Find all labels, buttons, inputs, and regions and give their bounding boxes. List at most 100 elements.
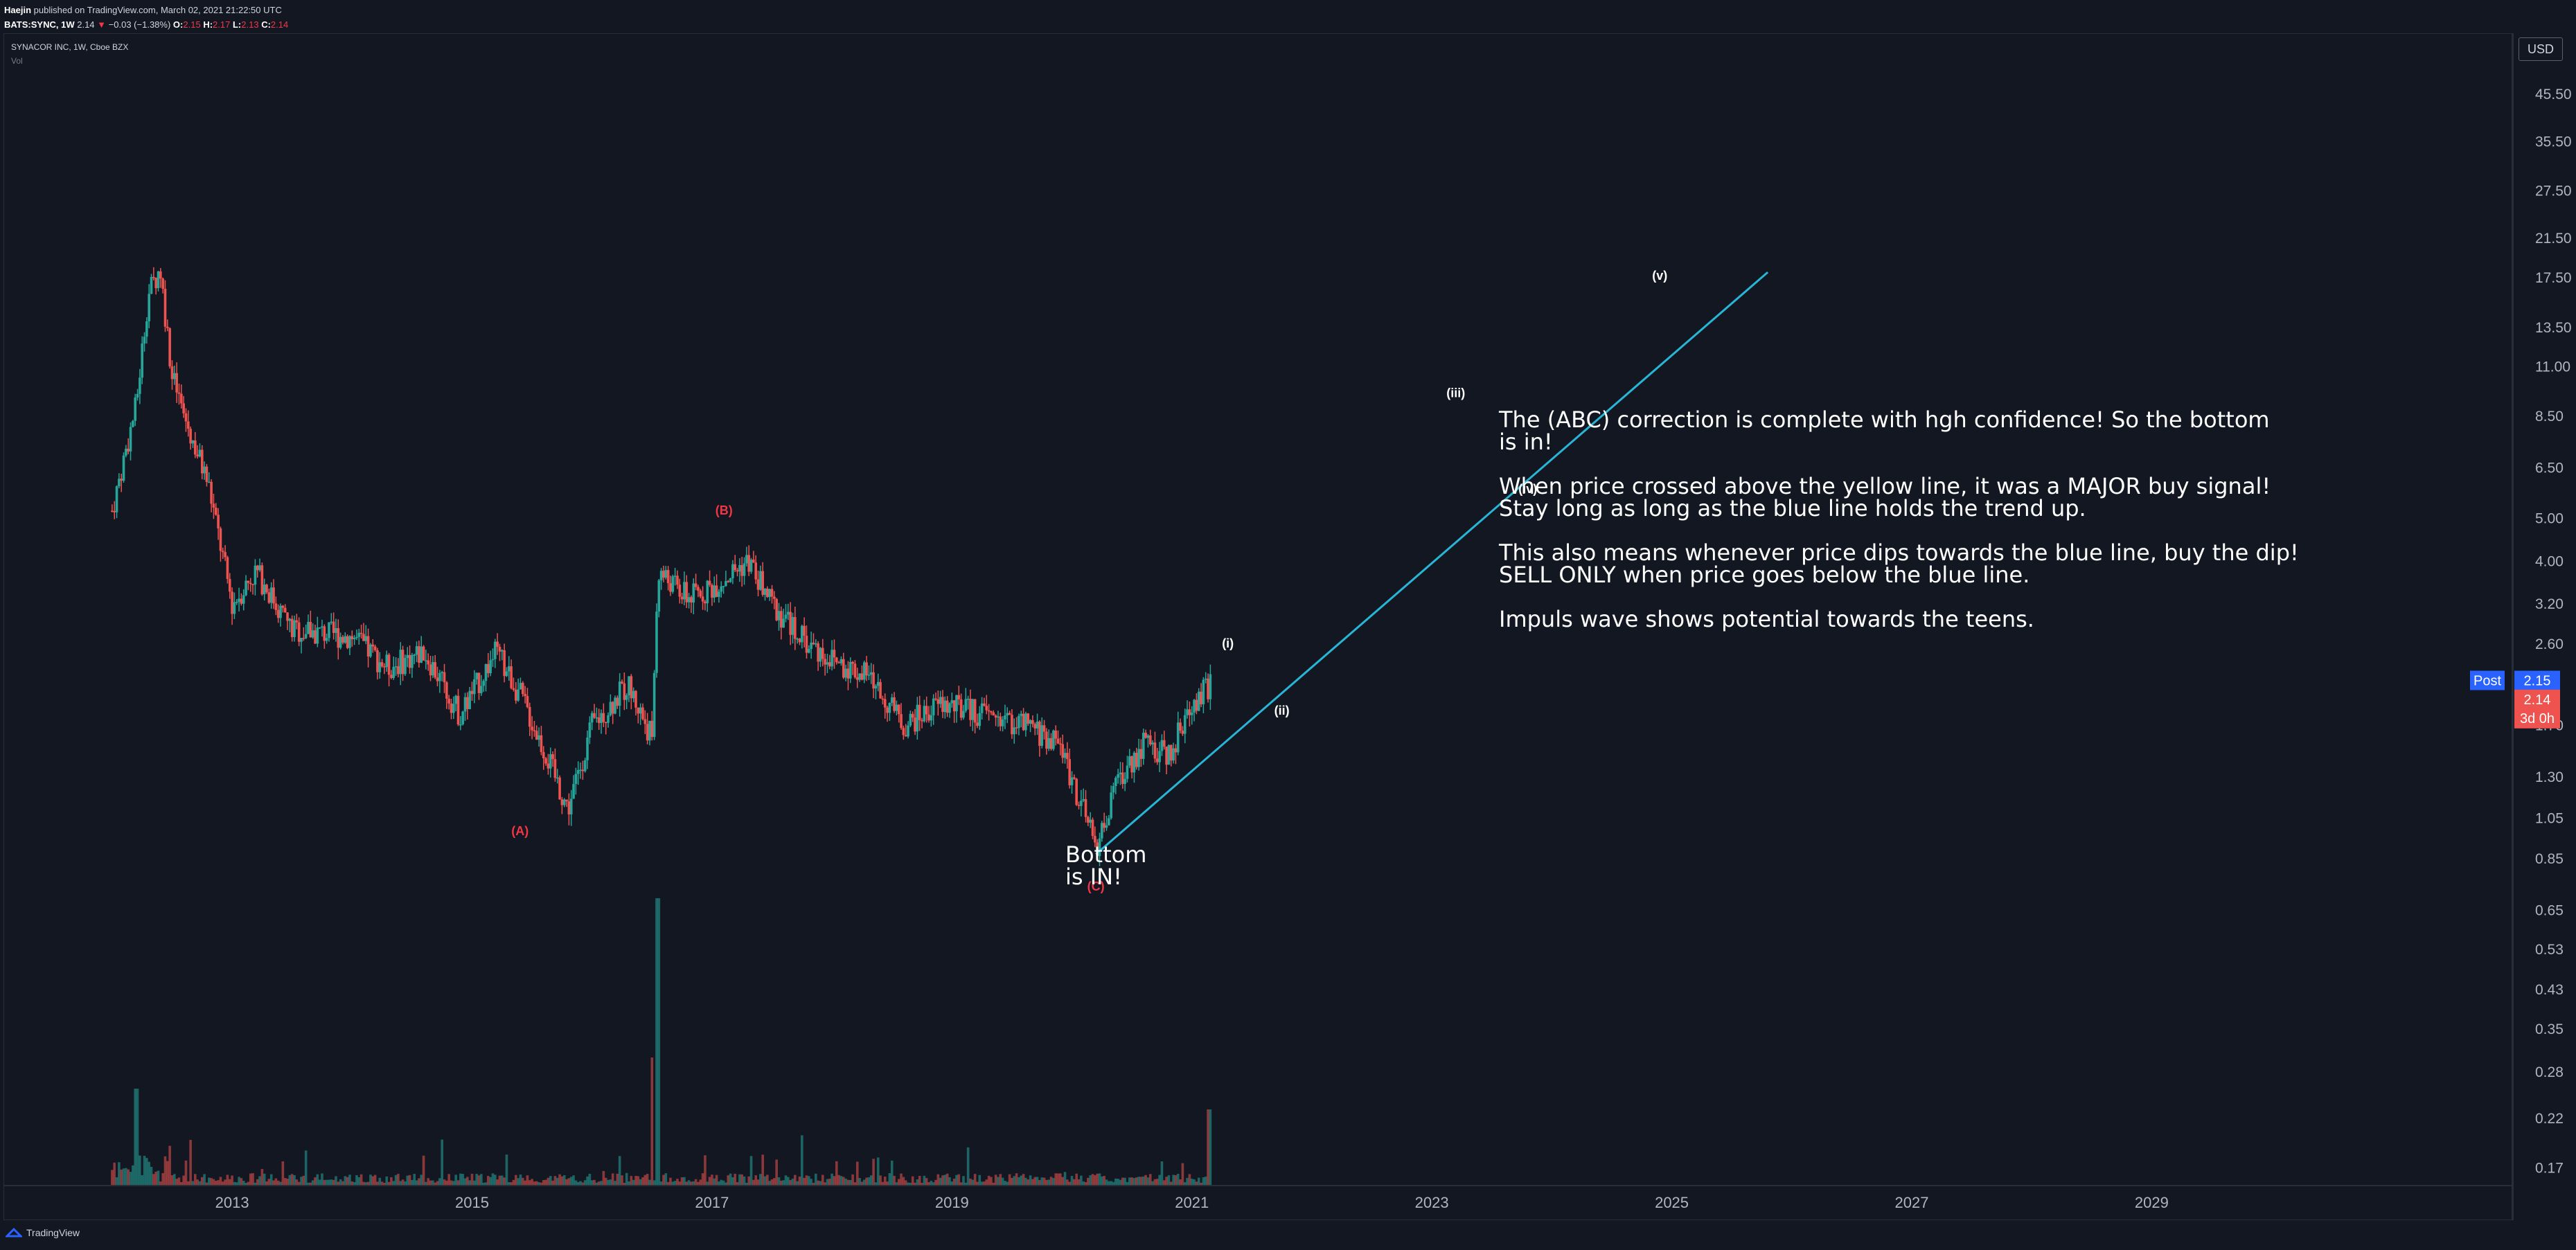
series-title[interactable]: SYNACOR INC, 1W, Cboe BZX (11, 42, 129, 52)
volume-bar (997, 1177, 1000, 1186)
volume-bar (600, 1181, 603, 1186)
candle-body (432, 662, 434, 676)
volume-bar (1160, 1161, 1164, 1186)
tradingview-logo-icon (6, 1227, 22, 1238)
volume-bar (373, 1175, 377, 1186)
author-name[interactable]: Haejin (4, 5, 32, 15)
volume-bar (524, 1180, 526, 1186)
volume-bar (1033, 1177, 1037, 1186)
candle-body (484, 663, 488, 681)
volume-bar (833, 1176, 836, 1186)
volume-bar (366, 1181, 370, 1186)
candle-body (399, 650, 402, 675)
candle-body (865, 662, 868, 676)
close-label: C: (261, 19, 271, 30)
volume-bar (1077, 1179, 1081, 1186)
candle-body (978, 713, 981, 726)
candle-body (212, 503, 215, 508)
candle-body (1193, 699, 1196, 713)
volume-bar (314, 1177, 317, 1186)
candle-body (625, 695, 628, 700)
candle-body (583, 760, 587, 771)
chart-pane[interactable] (3, 33, 2512, 1220)
volume-bar (1082, 1181, 1085, 1186)
candle-body (925, 706, 928, 715)
candle-body (136, 393, 139, 398)
candle-body (269, 587, 273, 603)
candle-body (366, 636, 370, 657)
candle-body (948, 703, 951, 713)
candle-body (586, 738, 589, 760)
volume-bar (447, 1174, 450, 1186)
candle-body (787, 611, 790, 615)
candle-body (567, 801, 571, 815)
volume-bar (1015, 1173, 1018, 1186)
volume-bar (359, 1174, 363, 1186)
post-market-label: Post (2473, 674, 2501, 689)
volume-bar (198, 1181, 202, 1186)
price-tick-label: 11.00 (2535, 359, 2570, 375)
candle-body (1204, 678, 1207, 680)
volume-bar (510, 1182, 513, 1186)
candle-body (1176, 722, 1180, 753)
candle-body (221, 551, 224, 553)
volume-bar (531, 1179, 533, 1186)
volume-label[interactable]: Vol (11, 56, 23, 66)
currency-button[interactable]: USD (2519, 37, 2563, 61)
candle-body (1130, 756, 1133, 773)
volume-bar (980, 1181, 984, 1186)
candle-body (1101, 823, 1103, 839)
volume-bar (427, 1178, 430, 1186)
volume-bar (1197, 1177, 1200, 1186)
candle-body (132, 420, 134, 427)
candle-body (314, 630, 317, 644)
volume-bar (925, 1178, 928, 1186)
candle-body (987, 710, 991, 712)
volume-bar (590, 1180, 594, 1186)
volume-bar (927, 1182, 930, 1186)
candle-body (531, 726, 533, 731)
tradingview-footer[interactable]: TradingView (6, 1227, 80, 1238)
volume-bar (337, 1181, 340, 1186)
candle-body (1077, 805, 1081, 806)
volume-bar (120, 1169, 123, 1186)
candle-body (1059, 743, 1062, 745)
volume-bar (556, 1177, 559, 1186)
analysis-line (1499, 453, 2299, 475)
candle-body (1114, 778, 1117, 786)
analysis-line: Impuls wave shows potential towards the … (1499, 606, 2034, 632)
volume-bar (634, 1176, 637, 1186)
candle-body (1179, 722, 1182, 731)
volume-bar (655, 898, 658, 1186)
candle-body (519, 683, 522, 690)
candle-body (959, 699, 963, 718)
candle-body (394, 666, 398, 668)
volume-bar (132, 1165, 134, 1186)
volume-bar (332, 1179, 335, 1186)
candle-body (828, 662, 831, 667)
candle-body (722, 586, 725, 587)
volume-bar (411, 1179, 414, 1186)
volume-bar (914, 1182, 916, 1186)
volume-bar (994, 1175, 997, 1186)
candle-body (503, 650, 506, 677)
candle-body (1098, 838, 1101, 857)
candle-body (461, 711, 464, 724)
candle-body (657, 580, 661, 612)
volume-bar (1128, 1177, 1131, 1186)
candle-body (380, 662, 384, 667)
candle-body (127, 448, 130, 452)
candle-body (840, 659, 843, 663)
volume-bar (507, 1182, 510, 1186)
analysis-line (1499, 586, 2299, 608)
volume-bar (874, 1182, 878, 1186)
volume-bar (987, 1175, 991, 1186)
volume-bar (579, 1181, 582, 1186)
volume-bar (810, 1179, 812, 1186)
volume-bar (756, 1179, 760, 1186)
candle-body (784, 614, 788, 619)
volume-bar (309, 1182, 312, 1186)
volume-bar (408, 1175, 411, 1186)
candle-body (718, 591, 720, 597)
